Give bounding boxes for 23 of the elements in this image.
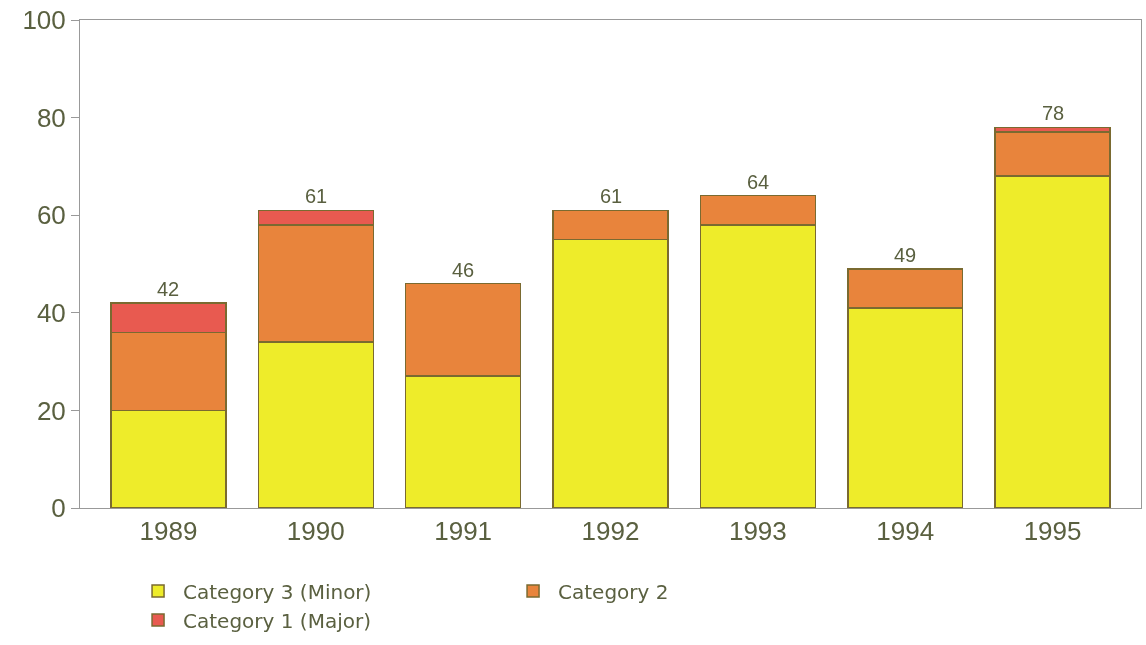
x-tick-label: 1994	[876, 516, 935, 547]
y-tick-label: 100	[22, 5, 66, 36]
x-tick-label: 1991	[434, 516, 493, 547]
total-label: 46	[452, 259, 475, 281]
total-label: 49	[894, 244, 917, 266]
x-tick-label: 1989	[139, 516, 198, 547]
total-label: 64	[747, 171, 770, 193]
y-tick-label: 80	[36, 102, 66, 133]
x-tick-label: 1992	[581, 516, 640, 547]
x-tick-label: 1995	[1023, 516, 1082, 547]
total-label: 61	[600, 185, 623, 207]
y-tick-label: 40	[36, 297, 66, 328]
total-label: 42	[157, 278, 180, 300]
legend-label: Category 1 (Major)	[183, 608, 371, 633]
legend-label: Category 2	[558, 579, 669, 604]
total-label: 78	[1042, 102, 1065, 124]
x-tick-label: 1990	[286, 516, 345, 547]
y-tick-label: 20	[36, 395, 66, 426]
total-label: 61	[305, 185, 328, 207]
y-tick-label: 60	[36, 200, 66, 231]
legend-label: Category 3 (Minor)	[183, 579, 372, 604]
x-tick-label: 1993	[728, 516, 787, 547]
y-tick-label: 0	[51, 493, 66, 524]
